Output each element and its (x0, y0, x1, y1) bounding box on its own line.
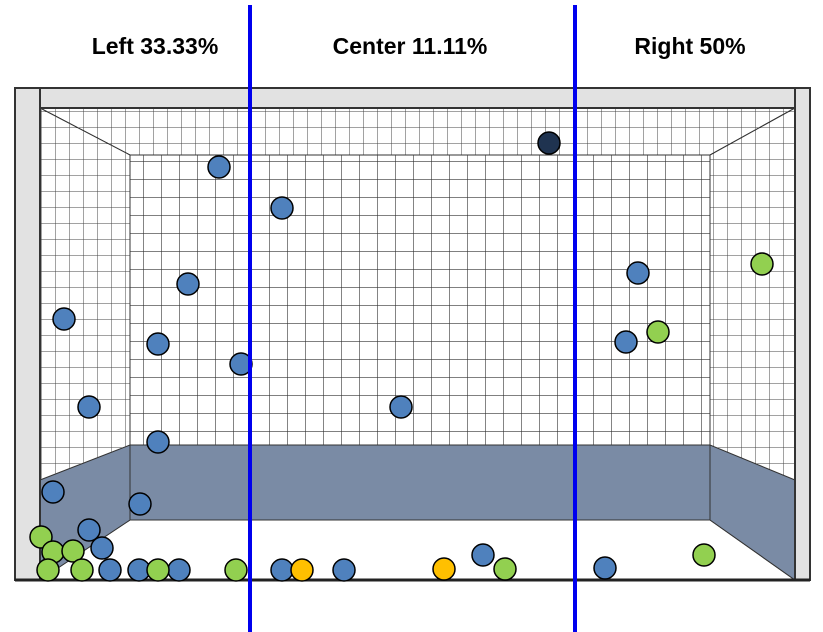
goal (14, 87, 811, 582)
shot-dot (389, 395, 413, 419)
net-top (39, 107, 796, 156)
shot-dot (332, 558, 356, 582)
shot-dot (626, 261, 650, 285)
zone-label: Left 33.33% (92, 33, 219, 59)
shot-dot (692, 543, 716, 567)
shot-dot (207, 155, 231, 179)
shot-dot (128, 492, 152, 516)
shot-dot (61, 539, 85, 563)
shot-dot (224, 558, 248, 582)
shot-dot (70, 558, 94, 582)
left-post (14, 87, 41, 581)
shot-dot (290, 558, 314, 582)
shot-dot (167, 558, 191, 582)
shot-dot (77, 395, 101, 419)
right-post (794, 87, 811, 581)
shot-dot (52, 307, 76, 331)
net-back (129, 154, 711, 446)
shot-dot (90, 536, 114, 560)
shot-dot (77, 518, 101, 542)
shot-dot (36, 558, 60, 582)
shots (29, 131, 774, 582)
zone-label: Center 11.11% (333, 33, 488, 59)
shot-dot (270, 558, 294, 582)
shot-dot (41, 480, 65, 504)
shot-dot (614, 330, 638, 354)
shot-dot (493, 557, 517, 581)
floor-back (129, 444, 711, 521)
shot-dot (750, 252, 774, 276)
shot-dot (98, 558, 122, 582)
shot-dot (471, 543, 495, 567)
shot-dot (537, 131, 561, 155)
shot-dot (432, 557, 456, 581)
shot-dot (270, 196, 294, 220)
shot-dot (593, 556, 617, 580)
shot-dot (646, 320, 670, 344)
crossbar (14, 87, 811, 109)
shot-dot (146, 558, 170, 582)
shot-dot (146, 430, 170, 454)
zone-label: Right 50% (634, 33, 745, 59)
shot-dot (176, 272, 200, 296)
shot-dot (146, 332, 170, 356)
